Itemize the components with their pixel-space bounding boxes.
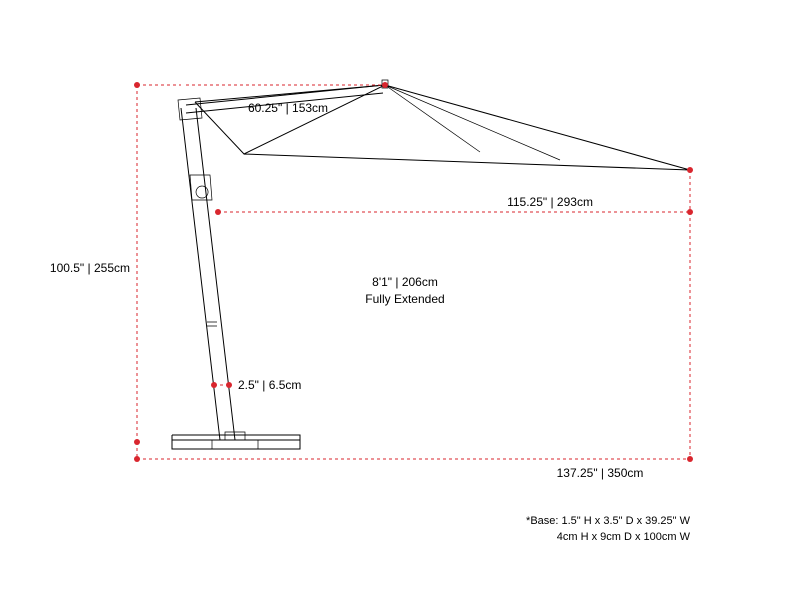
dim-dot: [215, 209, 221, 215]
dim-dot: [134, 82, 140, 88]
product-outline: [172, 80, 690, 449]
dim-dot: [211, 382, 217, 388]
dim-label-canopy: 115.25" | 293cm: [507, 195, 593, 209]
dim-dot: [382, 82, 388, 88]
dimension-layer: 100.5" | 255cm 60.25" | 153cm 115.25" | …: [50, 82, 693, 480]
dim-label-arm: 60.25" | 153cm: [248, 101, 328, 115]
dim-dot: [226, 382, 232, 388]
dim-label-total-width: 137.25" | 350cm: [557, 466, 644, 480]
dim-label-clearance: 8'1" | 206cm: [372, 275, 438, 289]
dim-label-height: 100.5" | 255cm: [50, 261, 130, 275]
umbrella-dimension-diagram: 100.5" | 255cm 60.25" | 153cm 115.25" | …: [0, 0, 800, 600]
base-note-line1: *Base: 1.5" H x 3.5" D x 39.25" W: [526, 515, 691, 527]
dim-dot: [687, 167, 693, 173]
dim-dot: [687, 456, 693, 462]
base-note-line2: 4cm H x 9cm D x 100cm W: [557, 531, 691, 543]
dim-label-pole-dia: 2.5" | 6.5cm: [238, 378, 301, 392]
dim-label-clearance-sub: Fully Extended: [365, 292, 444, 306]
